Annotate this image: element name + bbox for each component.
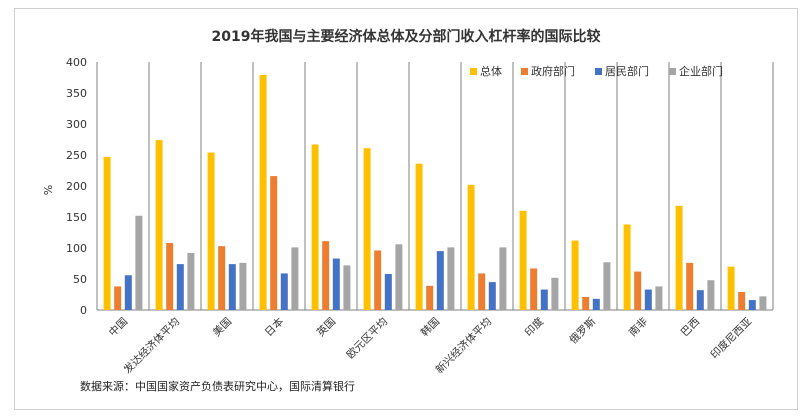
bar (571, 240, 579, 310)
bar (228, 264, 236, 310)
source-note: 数据来源：中国国家资产负债表研究中心，国际清算银行 (80, 380, 355, 393)
bar (738, 292, 746, 310)
y-tick-label: 400 (66, 56, 87, 69)
bar (551, 277, 559, 310)
y-tick-label: 0 (80, 304, 87, 317)
bar (488, 282, 496, 310)
x-tick-label: 美国 (210, 315, 234, 339)
bar (478, 273, 486, 310)
bar (114, 286, 122, 310)
x-tick-label: 欧元区平均 (345, 316, 391, 362)
legend-swatch (470, 68, 477, 75)
x-tick-label: 印度 (522, 315, 546, 339)
bar (727, 266, 735, 310)
bar (384, 274, 392, 310)
x-tick-label: 南非 (626, 315, 650, 339)
legend-label: 居民部门 (605, 64, 649, 78)
x-tick-label: 巴西 (679, 316, 702, 339)
bar (187, 252, 195, 310)
bar (623, 224, 631, 310)
chart-frame (14, 8, 798, 410)
bar (686, 262, 694, 310)
y-tick-label: 250 (66, 149, 87, 162)
x-tick-label: 英国 (314, 315, 338, 339)
bar (363, 148, 371, 310)
bar (322, 241, 330, 310)
bar (530, 268, 538, 310)
chart-title: 2019年我国与主要经济体总体及分部门收入杠杆率的国际比较 (211, 29, 601, 45)
bar (103, 156, 111, 310)
bar (207, 152, 215, 310)
y-tick-label: 100 (66, 242, 87, 255)
y-tick-label: 200 (66, 180, 87, 193)
bar (707, 280, 715, 310)
bar (655, 286, 663, 310)
bar (395, 244, 403, 310)
legend-swatch (521, 68, 528, 75)
bar (499, 247, 507, 310)
bar (603, 262, 611, 310)
bar (759, 296, 767, 310)
bar (124, 275, 132, 310)
bar (467, 184, 475, 310)
legend-swatch (669, 68, 676, 75)
bar (135, 215, 143, 310)
bar (696, 290, 704, 310)
bar (436, 251, 444, 310)
bar (592, 298, 600, 310)
bar (270, 176, 278, 310)
x-tick-label: 俄罗斯 (567, 315, 599, 347)
bar (675, 205, 683, 310)
bar (176, 264, 184, 310)
bar (218, 246, 226, 310)
legend-label: 总体 (480, 64, 502, 78)
x-tick-label: 新兴经济体平均 (433, 315, 494, 376)
y-tick-label: 300 (66, 118, 87, 131)
y-tick-label: 150 (66, 211, 87, 224)
bar (332, 258, 340, 310)
bar (519, 210, 527, 310)
bar (166, 243, 174, 310)
bar (311, 144, 319, 310)
bar (748, 300, 756, 310)
y-axis-label: % (42, 185, 55, 195)
bar (343, 265, 351, 310)
bar (415, 163, 423, 310)
bar (447, 247, 455, 310)
x-tick-label: 日本 (262, 315, 286, 339)
bar (634, 271, 642, 310)
bar (291, 247, 299, 310)
legend-swatch (595, 68, 602, 75)
y-tick-label: 50 (73, 273, 87, 286)
x-tick-label: 韩国 (418, 315, 442, 339)
bar (374, 250, 382, 310)
bar (644, 289, 652, 310)
legend-label: 企业部门 (679, 64, 723, 78)
y-tick-label: 350 (66, 87, 87, 100)
bar (426, 285, 434, 310)
bar (239, 262, 247, 310)
bar (540, 289, 548, 310)
bar (280, 273, 288, 310)
bar (259, 75, 267, 311)
x-tick-label: 印度尼西亚 (708, 315, 755, 362)
x-tick-label: 发达经济体平均 (121, 315, 182, 376)
bar (582, 296, 590, 310)
bar (155, 140, 163, 310)
x-tick-label: 中国 (106, 315, 130, 339)
legend-label: 政府部门 (531, 64, 575, 78)
